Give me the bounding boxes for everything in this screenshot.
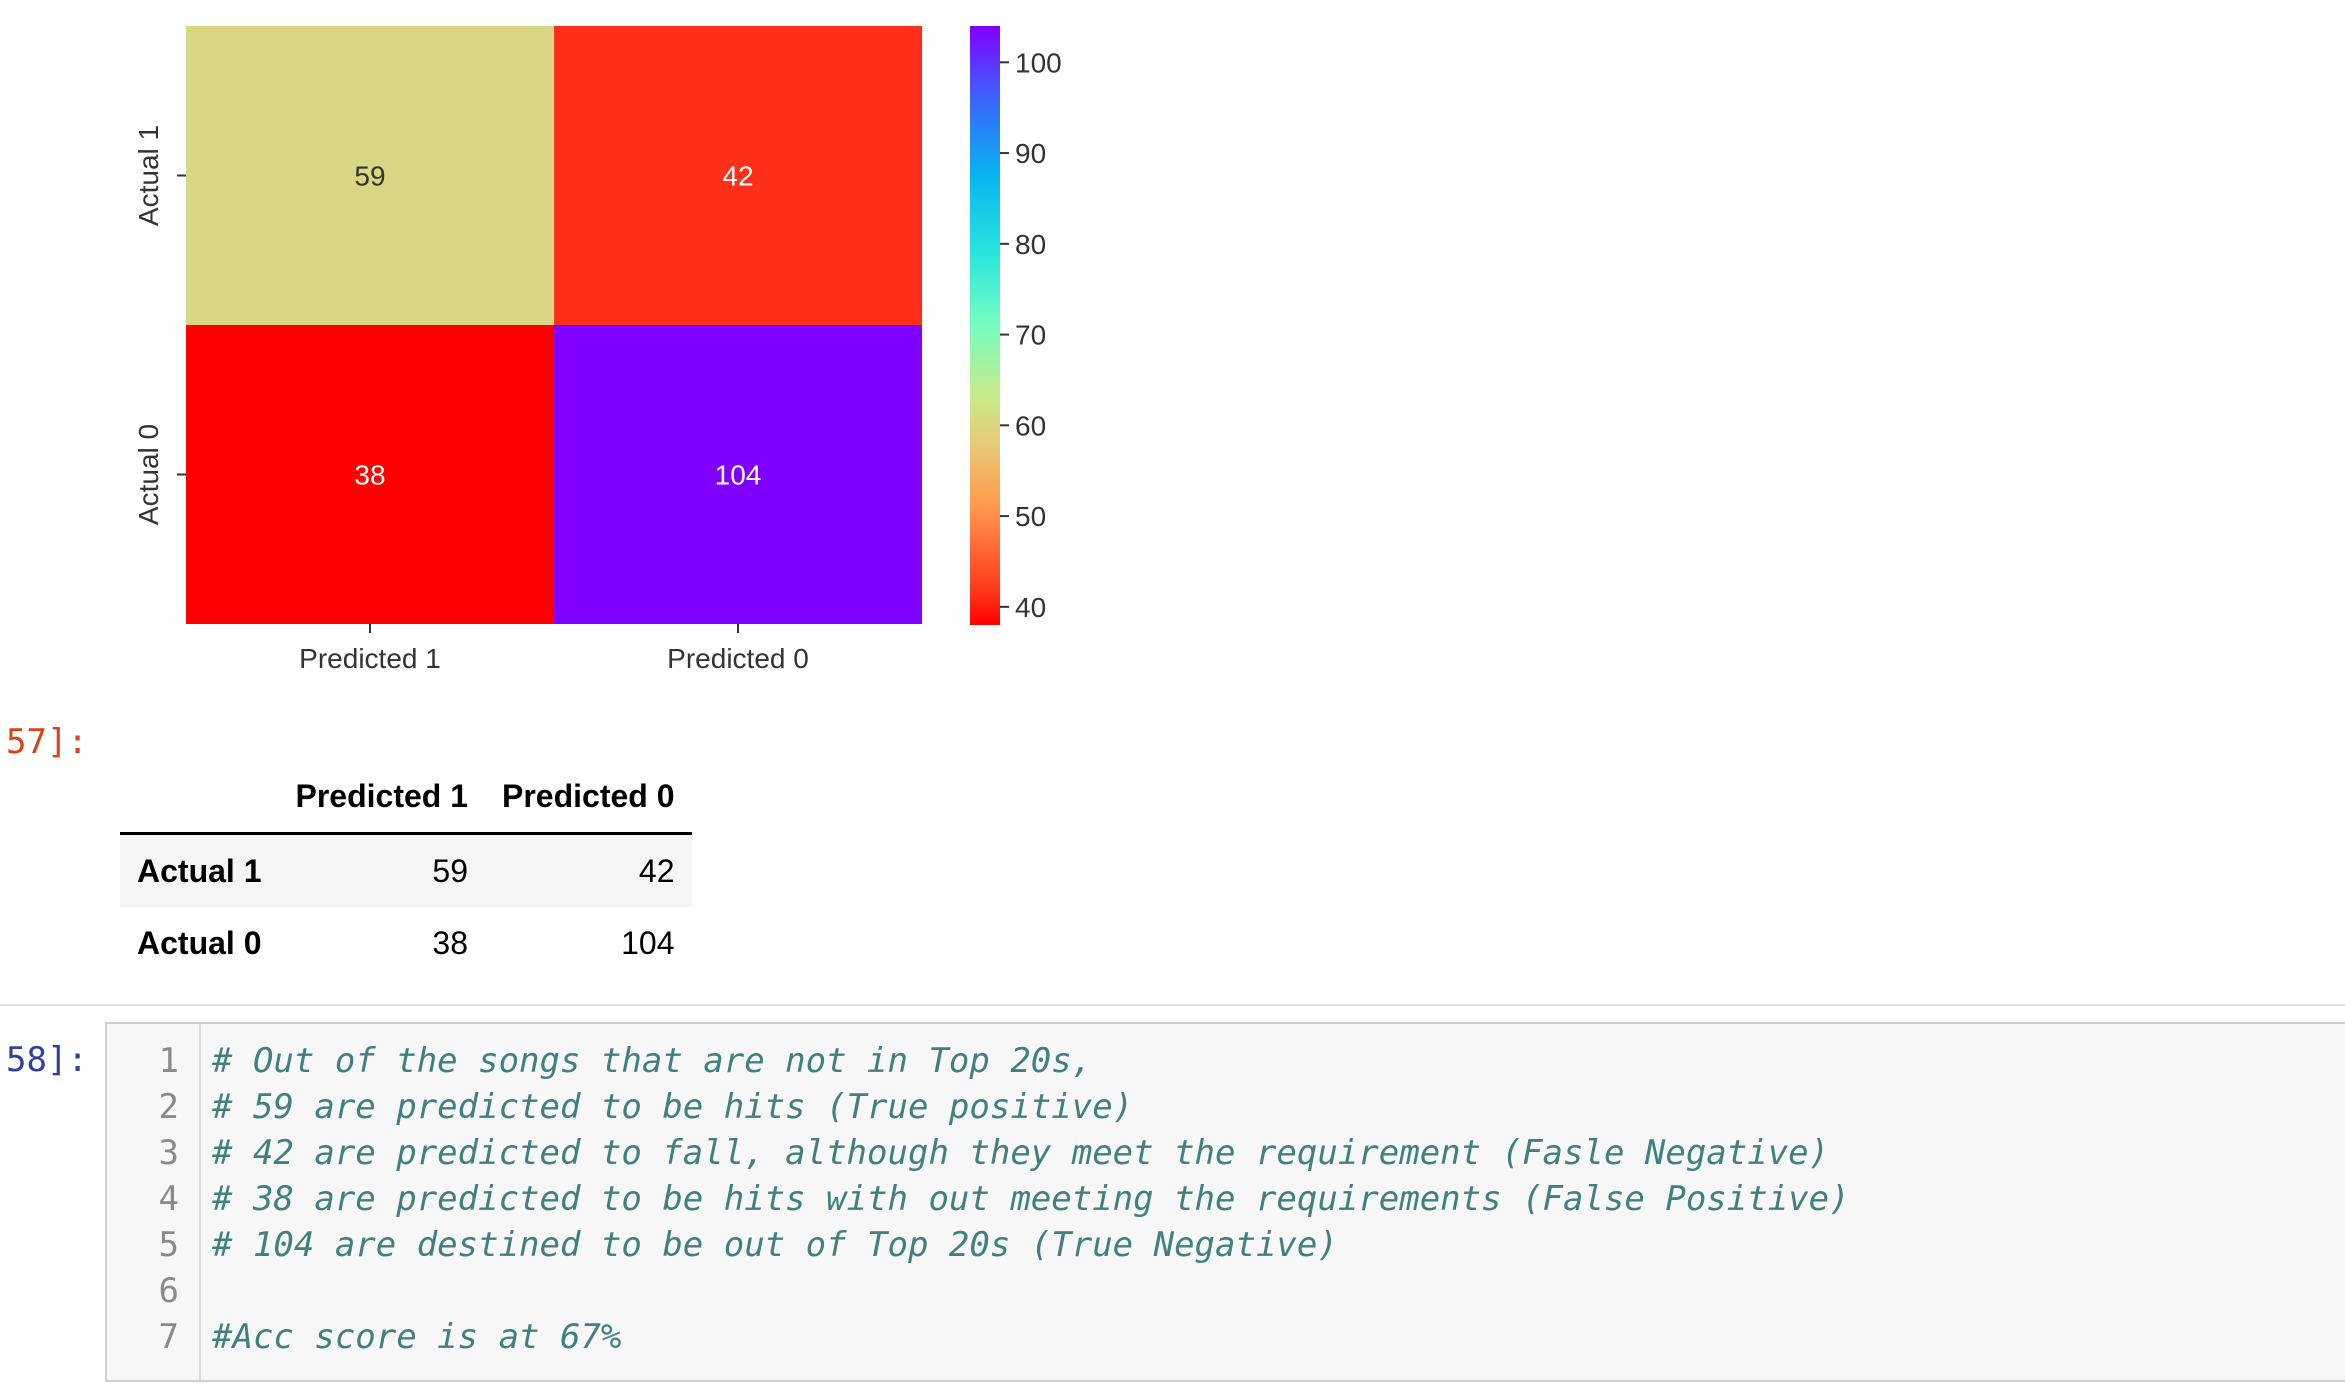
colorbar-tick-label: 100	[1015, 47, 1062, 78]
line-number: 2	[158, 1087, 179, 1127]
confusion-matrix-table: Predicted 1 Predicted 0 Actual 1 59 42 A…	[120, 760, 692, 979]
x-tick-label: Predicted 1	[299, 643, 441, 674]
table-cell: 42	[638, 853, 675, 889]
heatmap-cell	[186, 325, 554, 624]
line-number: 1	[158, 1041, 179, 1081]
table-row-label: Actual 1	[137, 853, 262, 889]
table-row: Actual 0 38 104	[120, 907, 692, 979]
table-index-header	[120, 760, 279, 835]
table-header-row: Predicted 1 Predicted 0	[120, 760, 692, 835]
line-number: 3	[158, 1133, 179, 1173]
output-prompt: 57]:	[6, 722, 88, 762]
line-number: 5	[158, 1225, 179, 1265]
input-prompt: 58]:	[6, 1040, 88, 1080]
colorbar-tick-label: 40	[1015, 592, 1046, 623]
colorbar	[970, 26, 1000, 625]
line-number: 4	[158, 1179, 179, 1219]
colorbar-tick-label: 90	[1015, 138, 1046, 169]
line-number: 7	[158, 1317, 179, 1357]
code-comment: # Out of the songs that are not in Top 2…	[212, 1041, 1093, 1081]
code-comment: # 42 are predicted to fall, although the…	[212, 1133, 1830, 1173]
table-column-header: Predicted 0	[485, 760, 692, 835]
confusion-matrix-heatmap: 59 42 38 104 Actual 1 Actual 0 Predicted 1 Pre…	[133, 26, 1062, 674]
line-number-gutter	[107, 1024, 201, 1380]
table-cell: 59	[432, 853, 468, 889]
heatmap-cell	[554, 325, 922, 624]
heatmap-cell-value: 104	[715, 460, 762, 491]
heatmap-cell	[186, 26, 554, 325]
table-cell: 38	[432, 925, 468, 961]
code-editor[interactable]: 1 # Out of the songs that are not in Top…	[105, 1022, 2345, 1382]
x-tick-label: Predicted 0	[667, 643, 809, 674]
y-tick-label: Actual 0	[133, 424, 164, 525]
heatmap-cell	[554, 26, 922, 325]
heatmap-cell-value: 42	[722, 161, 753, 192]
code-comment: #Acc score is at 67%	[212, 1317, 622, 1357]
colorbar-tick-label: 60	[1015, 410, 1046, 441]
cell-divider	[0, 1004, 2345, 1006]
heatmap-cell-value: 38	[354, 460, 385, 491]
table-row-label: Actual 0	[137, 925, 262, 961]
code-comment: # 59 are predicted to be hits (True posi…	[212, 1087, 1134, 1127]
colorbar-tick-label: 50	[1015, 501, 1046, 532]
code-comment: # 38 are predicted to be hits with out m…	[212, 1179, 1850, 1219]
heatmap-cell-value: 59	[354, 161, 385, 192]
colorbar-tick-label: 70	[1015, 320, 1046, 351]
line-number: 6	[158, 1271, 179, 1311]
code-comment: # 104 are destined to be out of Top 20s …	[212, 1225, 1338, 1265]
colorbar-tick-label: 80	[1015, 229, 1046, 260]
y-tick-label: Actual 1	[133, 125, 164, 226]
table-row: Actual 1 59 42	[120, 833, 692, 907]
table-cell: 104	[621, 925, 675, 961]
table-column-header: Predicted 1	[278, 760, 485, 835]
